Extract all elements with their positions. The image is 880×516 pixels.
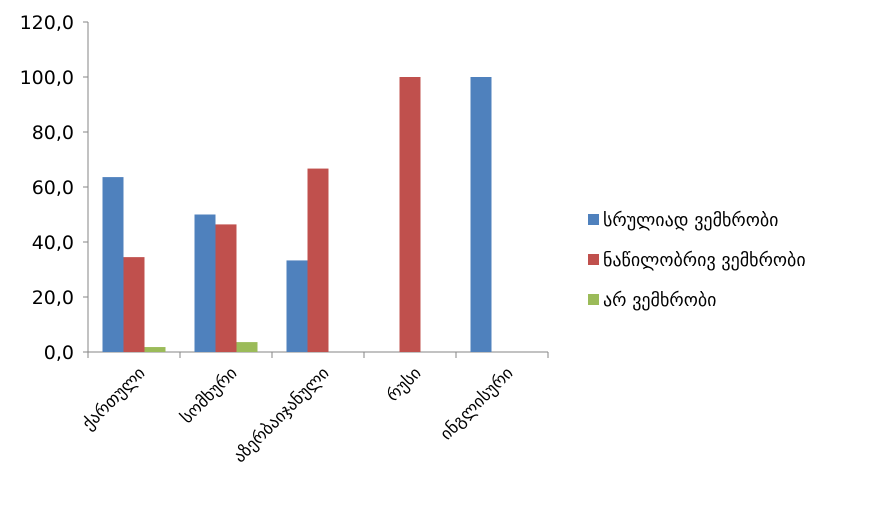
- bar: [287, 260, 308, 352]
- bar: [471, 77, 492, 352]
- bar: [103, 177, 124, 352]
- x-tick-label: აზერბაიჯანული: [230, 363, 334, 467]
- y-tick-labels: 0,0 20,0 40,0 60,0 80,0 100,0 120,0: [20, 12, 74, 364]
- bar: [237, 342, 258, 352]
- y-tick-label: 80,0: [32, 122, 74, 144]
- y-tick-label: 20,0: [32, 287, 74, 309]
- y-tick-label: 60,0: [32, 177, 74, 199]
- bar: [216, 224, 237, 352]
- x-tick-label: ინგლისური: [437, 363, 518, 444]
- bar: [195, 215, 216, 353]
- y-tick-label: 0,0: [44, 342, 74, 364]
- y-tick-label: 120,0: [20, 12, 74, 34]
- legend-swatch: [588, 294, 599, 305]
- legend-label: არ ვემხრობი: [603, 290, 716, 311]
- legend: სრულიად ვემხრობი ნაწილობრივ ვემხრობი არ ვე…: [588, 210, 806, 311]
- bar: [400, 77, 421, 352]
- y-tick-label: 100,0: [20, 67, 74, 89]
- bar: [145, 347, 166, 352]
- bar: [308, 169, 329, 352]
- x-tick-label: სომხური: [177, 363, 242, 428]
- legend-swatch: [588, 214, 599, 225]
- bars: [103, 77, 492, 352]
- legend-label: ნაწილობრივ ვემხრობი: [603, 250, 806, 271]
- legend-swatch: [588, 254, 599, 265]
- legend-label: სრულიად ვემხრობი: [603, 210, 778, 231]
- x-tick-label: რუსი: [383, 363, 425, 405]
- bar: [124, 257, 145, 352]
- x-tick-label: ქართული: [79, 363, 150, 434]
- y-tick-label: 40,0: [32, 232, 74, 254]
